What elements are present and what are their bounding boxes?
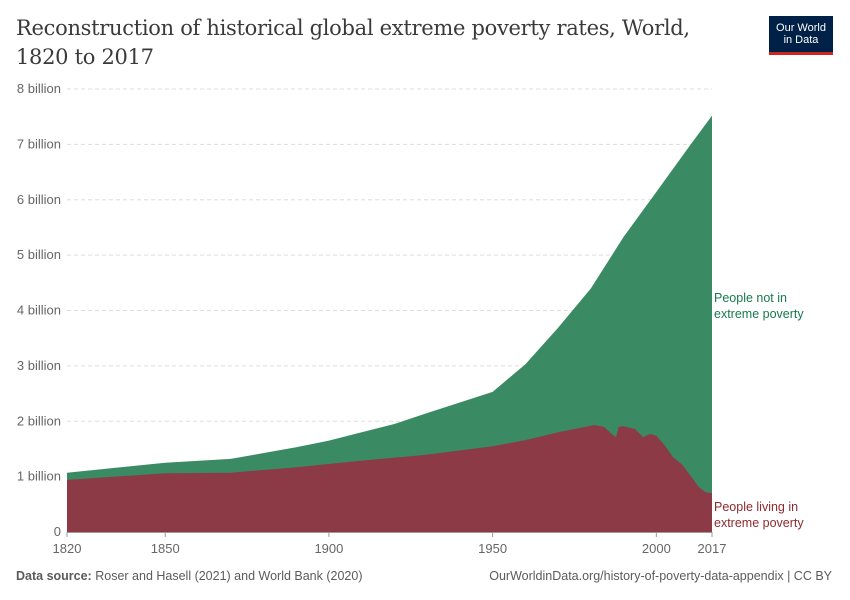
y-tick-label: 7 billion — [17, 136, 61, 151]
x-tick-label: 1820 — [53, 541, 82, 556]
y-tick-label: 3 billion — [17, 358, 61, 373]
label-not-in-poverty: People not in extreme poverty — [714, 291, 804, 321]
chart-title: Reconstruction of historical global extr… — [16, 16, 690, 69]
source-url-license[interactable]: OurWorldinData.org/history-of-poverty-da… — [489, 569, 832, 583]
y-tick-label: 1 billion — [17, 469, 61, 484]
logo-line2: in Data — [783, 34, 819, 46]
source-label: Data source: — [16, 569, 92, 583]
area-not-in-poverty — [67, 115, 712, 532]
y-tick-label: 8 billion — [17, 81, 61, 96]
x-tick-label: 2000 — [642, 541, 671, 556]
y-tick-label: 6 billion — [17, 192, 61, 207]
area-extreme-poverty — [67, 425, 712, 532]
data-source: Data source: Roser and Hasell (2021) and… — [16, 569, 363, 583]
x-tick-label: 1850 — [151, 541, 180, 556]
source-text: Roser and Hasell (2021) and World Bank (… — [95, 569, 363, 583]
y-tick-label: 0 — [54, 524, 61, 539]
y-tick-label: 4 billion — [17, 303, 61, 318]
y-tick-label: 2 billion — [17, 413, 61, 428]
y-tick-label: 5 billion — [17, 247, 61, 262]
x-tick-label: 1900 — [314, 541, 343, 556]
label-extreme-poverty: People living in extreme poverty — [714, 500, 804, 530]
owid-logo[interactable]: Our World in Data — [769, 16, 833, 55]
logo-line1: Our World — [776, 22, 826, 34]
x-tick-label: 2017 — [698, 541, 727, 556]
x-tick-label: 1950 — [478, 541, 507, 556]
